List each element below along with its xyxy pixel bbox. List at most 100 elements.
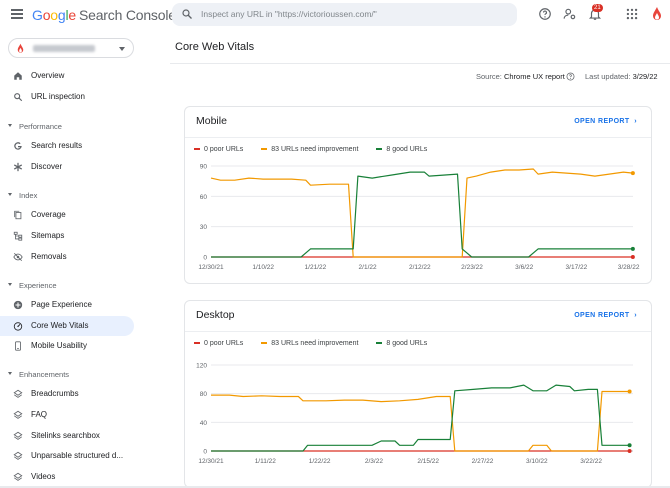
mobile-report-card: Mobile OPEN REPORT › 0 poor URLs 83 URLs…	[184, 106, 652, 284]
collapse-icon	[8, 372, 12, 375]
legend-swatch	[261, 148, 268, 151]
legend-swatch	[194, 148, 200, 151]
add-circle-icon	[13, 300, 23, 310]
y-tick-label: 40	[200, 420, 208, 427]
legend-item: 83 URLs need improvement	[261, 146, 358, 153]
series-line	[211, 171, 633, 258]
nav-overview[interactable]: Overview	[0, 66, 134, 86]
chevron-down-icon	[119, 47, 125, 51]
nav-unparsable-structured-data[interactable]: Unparsable structured d...	[0, 446, 134, 466]
layers-icon	[13, 410, 23, 419]
smartphone-icon	[15, 341, 21, 351]
search-icon	[14, 93, 23, 102]
visibility-off-icon	[13, 252, 23, 262]
section-experience[interactable]: Experience	[0, 279, 134, 293]
legend-swatch	[376, 148, 383, 151]
x-tick-label: 2/27/22	[472, 458, 494, 465]
layers-icon	[13, 472, 23, 481]
collapse-icon	[8, 283, 12, 286]
x-tick-label: 2/15/22	[417, 458, 439, 465]
section-performance[interactable]: Performance	[0, 120, 134, 134]
series-end-point	[630, 246, 635, 251]
x-tick-label: 2/3/22	[365, 458, 383, 465]
nav-coverage[interactable]: Coverage	[0, 205, 134, 225]
nav-search-results[interactable]: Search results	[0, 136, 134, 156]
asterisk-icon	[13, 162, 23, 172]
layers-icon	[13, 451, 23, 460]
section-index[interactable]: Index	[0, 189, 134, 203]
legend-item: 0 poor URLs	[194, 340, 243, 347]
chart-legend: 0 poor URLs 83 URLs need improvement 8 g…	[194, 146, 443, 156]
series-end-point	[627, 389, 632, 394]
collapse-icon	[8, 124, 12, 127]
apps-grid-icon[interactable]	[625, 7, 639, 21]
last-updated: Last updated: 3/29/22	[585, 72, 658, 81]
chevron-right-icon: ›	[634, 118, 637, 125]
y-tick-label: 60	[200, 194, 208, 201]
x-tick-label: 2/12/22	[409, 264, 431, 271]
x-tick-label: 3/22/22	[580, 458, 602, 465]
layers-icon	[13, 431, 23, 440]
legend-item: 8 good URLs	[376, 340, 427, 347]
desktop-line-chart: 120 80 40 0 12/30/21 1/11/22 1/22/22 2/3/22 2/15…	[196, 363, 633, 465]
divider	[170, 63, 670, 64]
open-report-link[interactable]: OPEN REPORT ›	[574, 312, 637, 319]
nav-sitemaps[interactable]: Sitemaps	[0, 226, 134, 246]
nav-videos[interactable]: Videos	[0, 467, 134, 487]
chart-legend: 0 poor URLs 83 URLs need improvement 8 g…	[194, 340, 443, 350]
help-outline-icon[interactable]	[566, 72, 575, 81]
x-tick-label: 1/11/22	[255, 458, 277, 465]
avatar[interactable]	[652, 6, 662, 22]
page-title: Core Web Vitals	[175, 41, 255, 53]
x-tick-label: 3/6/22	[515, 264, 533, 271]
series-line	[210, 168, 633, 258]
sidebar: Overview URL inspection Performance Sear…	[0, 30, 170, 488]
file-copy-icon	[14, 210, 22, 220]
y-tick-label: 80	[200, 391, 208, 398]
series-end-point	[627, 443, 632, 448]
nav-mobile-usability[interactable]: Mobile Usability	[0, 336, 134, 356]
x-tick-label: 1/21/22	[305, 264, 327, 271]
search-icon	[182, 9, 192, 19]
nav-breadcrumbs[interactable]: Breadcrumbs	[0, 384, 134, 404]
card-divider	[185, 137, 651, 138]
menu-icon[interactable]	[11, 9, 23, 19]
open-report-link[interactable]: OPEN REPORT ›	[574, 118, 637, 125]
x-tick-label: 1/10/22	[252, 264, 274, 271]
help-icon[interactable]	[538, 7, 552, 21]
manage-accounts-icon[interactable]	[563, 7, 577, 21]
nav-core-web-vitals[interactable]: Core Web Vitals	[0, 316, 134, 336]
product-name: Search Console	[79, 7, 176, 23]
card-title: Desktop	[196, 309, 235, 321]
nav-url-inspection[interactable]: URL inspection	[0, 87, 134, 107]
nav-discover[interactable]: Discover	[0, 157, 134, 177]
series-end-point	[627, 449, 632, 453]
y-tick-label: 90	[200, 164, 208, 171]
series-end-point	[630, 171, 635, 176]
card-title: Mobile	[196, 115, 227, 127]
nav-removals[interactable]: Removals	[0, 247, 134, 267]
x-tick-label: 3/17/22	[566, 264, 588, 271]
legend-item: 0 poor URLs	[194, 146, 243, 153]
flame-icon	[17, 43, 24, 53]
nav-sitelinks-searchbox[interactable]: Sitelinks searchbox	[0, 426, 134, 446]
layers-icon	[13, 389, 23, 398]
section-enhancements[interactable]: Enhancements	[0, 368, 134, 382]
data-source: Source: Chrome UX report	[476, 72, 565, 81]
property-url-blurred	[33, 45, 95, 52]
nav-page-experience[interactable]: Page Experience	[0, 295, 134, 315]
url-inspection-search[interactable]: Inspect any URL in "https://victoriousse…	[172, 3, 517, 26]
y-tick-label: 0	[203, 449, 207, 456]
x-tick-label: 12/30/21	[198, 264, 224, 271]
series-line	[211, 384, 630, 452]
series-end-point	[630, 255, 635, 259]
google-g-icon	[14, 142, 22, 150]
nav-faq[interactable]: FAQ	[0, 405, 134, 425]
desktop-report-card: Desktop OPEN REPORT › 0 poor URLs 83 URL…	[184, 300, 652, 488]
sitemap-icon	[13, 231, 23, 241]
search-input[interactable]: Inspect any URL in "https://victoriousse…	[201, 9, 377, 19]
bottom-divider	[0, 486, 670, 488]
search-console-logo[interactable]: Google Search Console	[32, 7, 176, 23]
y-tick-label: 30	[200, 224, 208, 231]
property-selector[interactable]	[8, 38, 134, 58]
